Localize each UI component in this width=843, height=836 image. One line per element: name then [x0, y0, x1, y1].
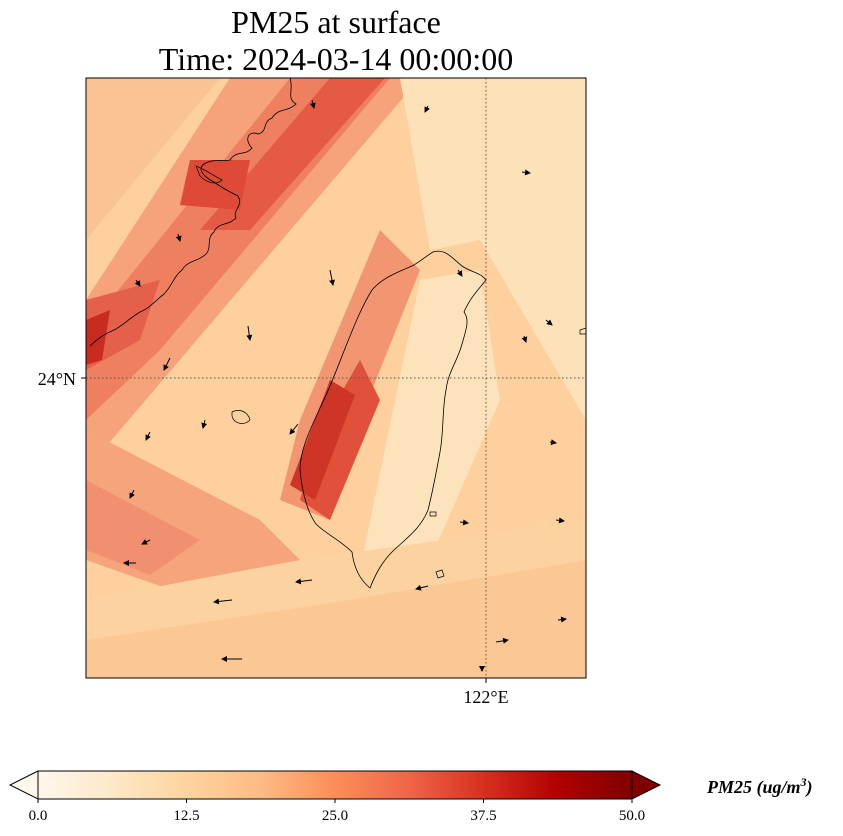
- wind-arrow: [495, 637, 509, 644]
- wind-arrow: [213, 598, 233, 605]
- wind-arrow: [549, 439, 557, 446]
- wind-arrow: [246, 325, 253, 341]
- island-coastline: [195, 165, 223, 184]
- islet-coastline: [435, 569, 445, 579]
- wind-arrow: [163, 357, 171, 371]
- colorbar-tick-label: 37.5: [470, 808, 496, 824]
- pm25-band: [86, 280, 160, 370]
- map-panel: [86, 78, 586, 678]
- pm25-hotspot: [86, 310, 110, 365]
- wind-arrow: [329, 269, 335, 286]
- lat-tick-label: 24°N: [38, 369, 76, 389]
- wind-arrow: [424, 105, 430, 113]
- wind-arrow: [545, 319, 553, 326]
- map-title-line2: Time: 2024-03-14 00:00:00: [159, 41, 513, 77]
- pm25-band: [360, 270, 500, 570]
- wind-arrow: [201, 419, 208, 429]
- wind-arrow: [557, 616, 567, 623]
- wind-arrow: [415, 584, 429, 591]
- islet-coastline: [429, 511, 437, 517]
- colorbar-tick-label: 50.0: [619, 808, 645, 824]
- taiwan-coastline: [299, 250, 487, 589]
- colorbar-tick-label: 0.0: [29, 808, 48, 824]
- wind-arrow: [175, 233, 182, 242]
- china-coastline: [89, 78, 297, 347]
- islet-coastline: [579, 327, 586, 335]
- colorbar-tick-label: 12.5: [173, 808, 199, 824]
- wind-arrow: [289, 423, 299, 435]
- wind-arrow: [456, 269, 463, 277]
- colorbar-extend-min: [8, 770, 39, 800]
- lon-tick-label: 122°E: [463, 687, 508, 707]
- wind-arrow: [521, 335, 528, 343]
- colorbar: 0.0 12.5 25.0 37.5 50.0 PM25 (ug/m3): [8, 770, 813, 824]
- map-title-line1: PM25 at surface: [231, 4, 441, 40]
- wind-arrow: [141, 539, 151, 545]
- penghu-coastline: [231, 410, 251, 424]
- pm25-band: [86, 78, 420, 470]
- wind-arrow: [459, 519, 469, 526]
- pm25-band: [86, 78, 220, 240]
- pm25-band: [86, 78, 390, 420]
- colorbar-gradient: [38, 771, 632, 799]
- pm25-band: [86, 480, 200, 575]
- pm25-band: [86, 560, 586, 678]
- colorbar-extend-max: [631, 770, 662, 800]
- wind-arrow: [295, 578, 313, 585]
- wind-vectors: [123, 99, 567, 672]
- wind-arrow: [129, 489, 135, 499]
- wind-arrow: [555, 517, 565, 524]
- pm25-hotspot: [290, 380, 355, 500]
- wind-arrow: [309, 99, 316, 109]
- wind-arrow: [145, 431, 151, 441]
- pm25-band: [200, 78, 385, 230]
- wind-arrow: [521, 169, 531, 176]
- pm25-hotspot: [180, 160, 250, 210]
- wind-arrow: [134, 279, 141, 287]
- colorbar-label: PM25 (ug/m3): [706, 775, 813, 798]
- colorbar-tick-label: 25.0: [322, 808, 348, 824]
- pm25-band: [400, 78, 586, 420]
